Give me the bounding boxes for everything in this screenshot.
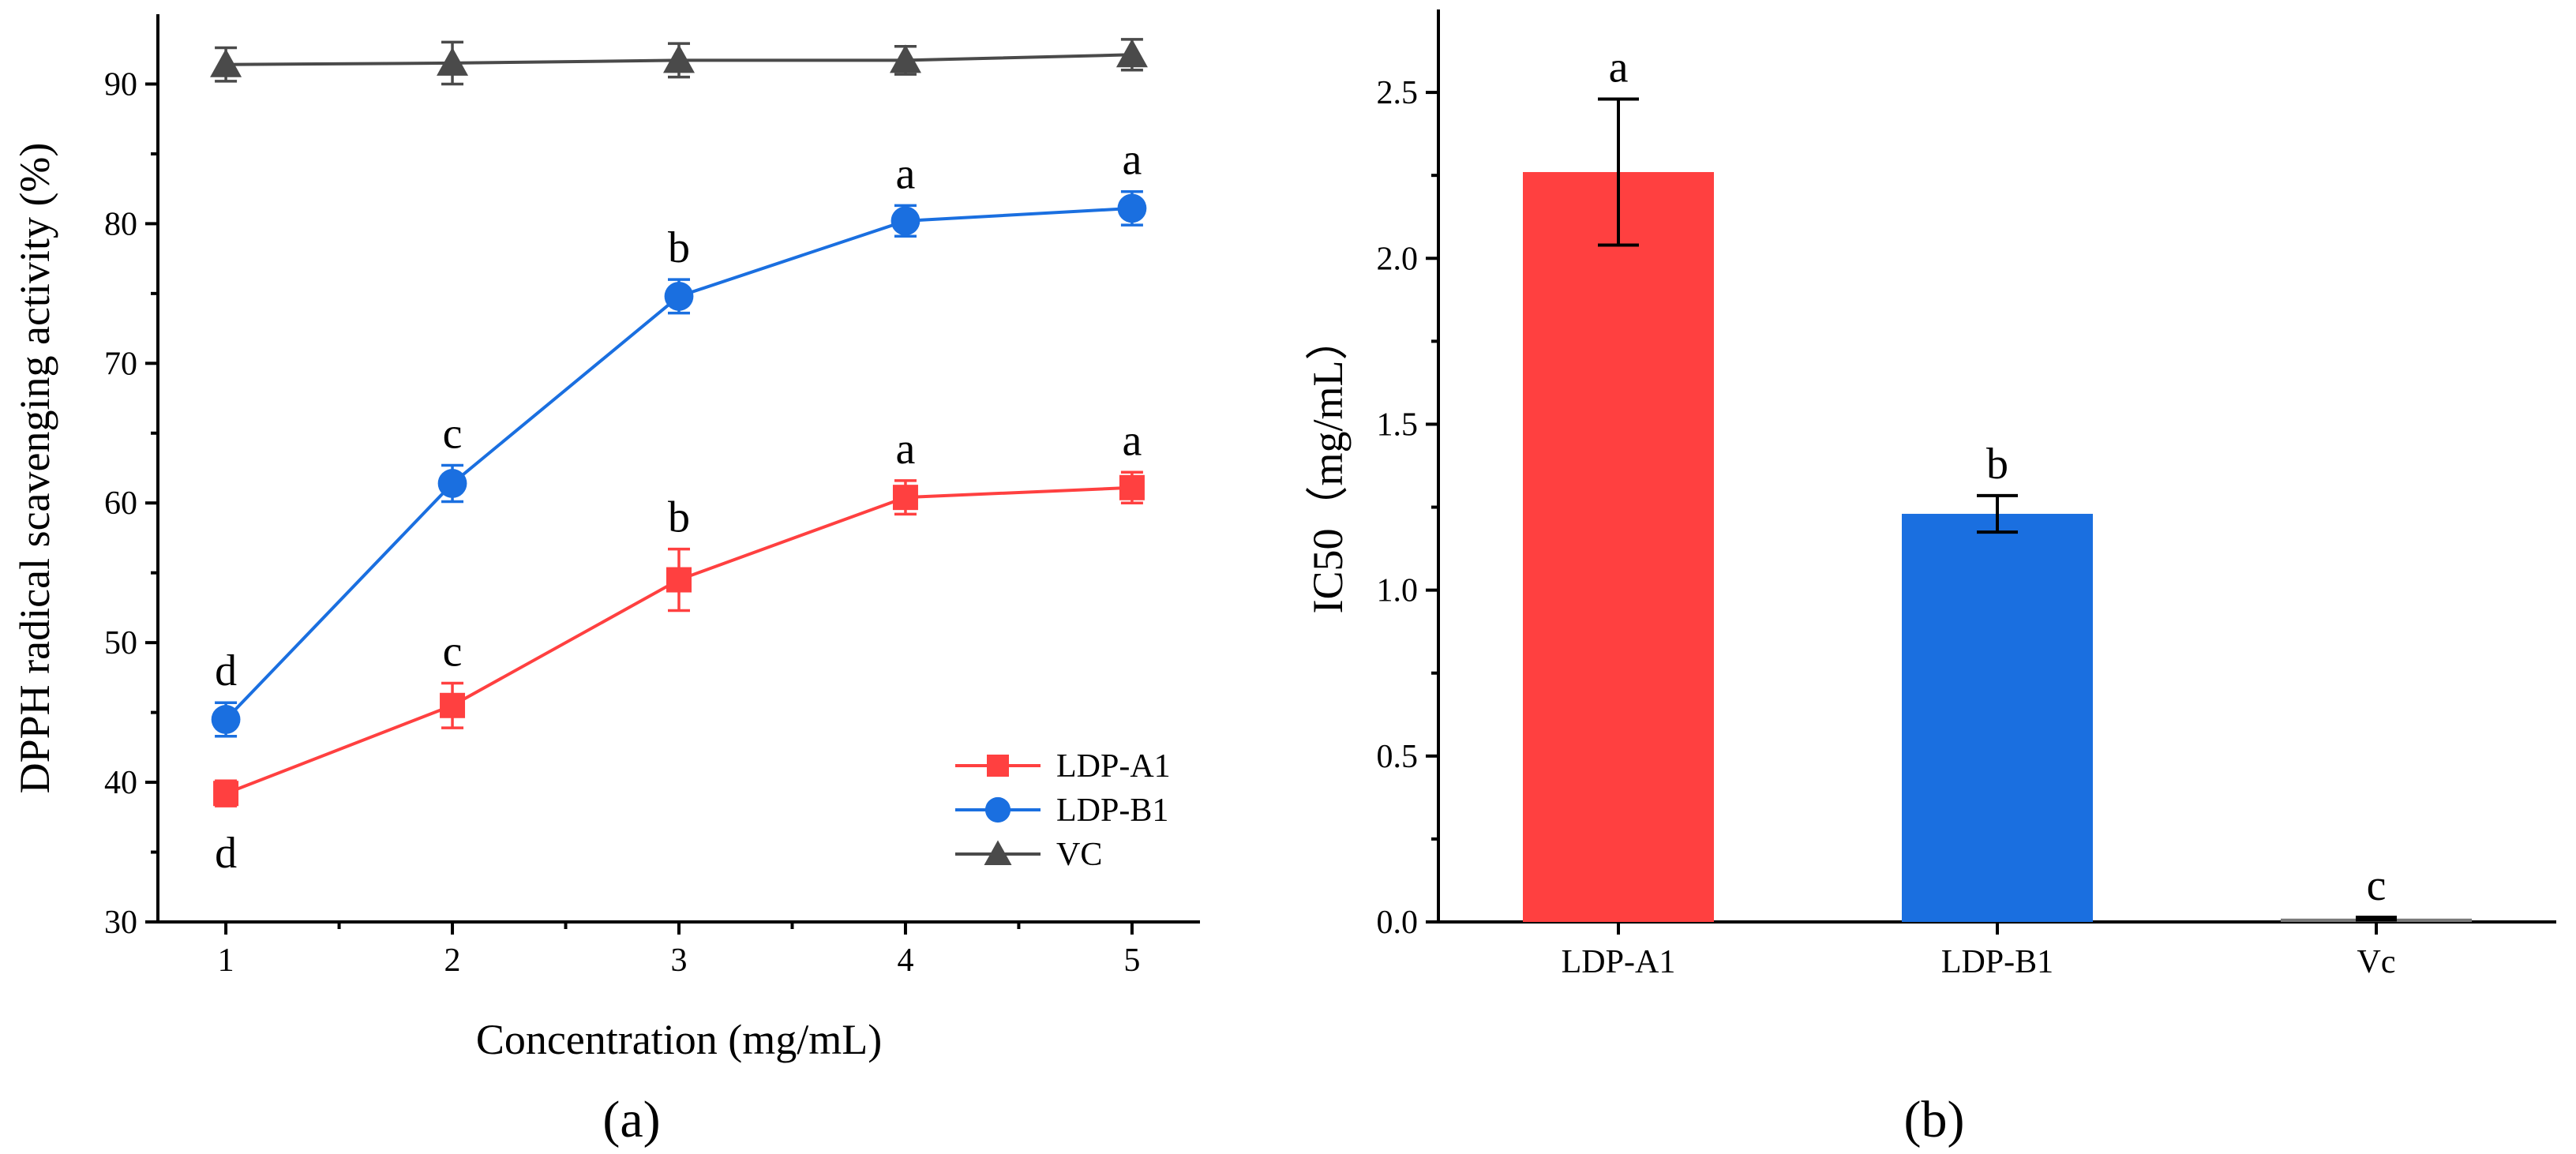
significance-letter: b bbox=[1986, 440, 2008, 489]
significance-letter: b bbox=[668, 223, 690, 272]
series-ldp-a1 bbox=[213, 470, 1145, 807]
y-tick-label: 40 bbox=[104, 765, 137, 801]
y-tick-label: 2.0 bbox=[1377, 241, 1419, 277]
data-point bbox=[891, 206, 921, 236]
bar-vc bbox=[2281, 916, 2472, 922]
data-point bbox=[1119, 474, 1145, 500]
data-point bbox=[663, 44, 695, 73]
data-point bbox=[892, 485, 918, 511]
legend-label: VC bbox=[1056, 837, 1102, 873]
data-point bbox=[889, 44, 921, 73]
bar-chart-bars bbox=[1523, 97, 2472, 923]
significance-letter: d bbox=[215, 829, 237, 878]
data-point bbox=[1117, 193, 1147, 223]
series-ldp-b1 bbox=[211, 189, 1147, 738]
bar-chart-letters: a b c bbox=[1609, 43, 2387, 910]
y-tick-label: 30 bbox=[104, 905, 137, 941]
data-point bbox=[666, 567, 692, 593]
line-chart-ticks: 30 40 50 60 70 80 90 1 2 3 4 5 bbox=[104, 66, 1140, 979]
y-tick-label: 0.5 bbox=[1377, 739, 1419, 775]
panel-b-label: (b) bbox=[1904, 1091, 1965, 1148]
legend-item-vc: VC bbox=[955, 837, 1102, 873]
y-tick-label: 70 bbox=[104, 346, 137, 382]
legend-item-ldp-a1: LDP-A1 bbox=[955, 748, 1171, 785]
line-chart-x-axis-title: Concentration (mg/mL) bbox=[476, 1016, 882, 1063]
x-tick-label: 4 bbox=[897, 942, 913, 979]
significance-letter: c bbox=[443, 409, 463, 458]
x-tick-label: 1 bbox=[218, 942, 234, 979]
bar-ldp-a1 bbox=[1523, 97, 1714, 923]
bar bbox=[1902, 513, 2093, 922]
y-tick-label: 90 bbox=[104, 66, 137, 103]
significance-letter: a bbox=[1609, 43, 1629, 92]
data-point bbox=[210, 48, 242, 77]
data-point bbox=[211, 705, 241, 734]
data-point bbox=[437, 47, 469, 76]
line-chart-letters: d c b a a d c b a a bbox=[215, 136, 1142, 878]
significance-letter: c bbox=[443, 627, 463, 676]
legend-item-ldp-b1: LDP-B1 bbox=[955, 792, 1168, 829]
legend-marker bbox=[987, 755, 1009, 777]
x-tick-label: 3 bbox=[671, 942, 688, 979]
y-tick-label: 2.5 bbox=[1377, 75, 1419, 111]
significance-letter: a bbox=[896, 149, 916, 198]
legend-marker bbox=[984, 840, 1012, 865]
panel-a-label: (a) bbox=[602, 1091, 660, 1148]
line-chart-legend: LDP-A1 LDP-B1 VC bbox=[955, 748, 1171, 873]
bar-chart-ticks: 0.0 0.5 1.0 1.5 2.0 2.5 LDP-A1 LDP-B1 Vc bbox=[1377, 75, 2396, 980]
line-chart-y-axis-title: DPPH radical scavenging activity (%) bbox=[11, 143, 58, 794]
x-tick-label: 5 bbox=[1123, 942, 1140, 979]
legend-marker bbox=[984, 796, 1011, 823]
series-vc bbox=[210, 38, 1148, 86]
y-tick-label: 50 bbox=[104, 625, 137, 661]
significance-letter: a bbox=[896, 425, 916, 474]
x-tick-label: LDP-B1 bbox=[1941, 944, 2053, 980]
data-point bbox=[1116, 39, 1148, 68]
legend-label: LDP-B1 bbox=[1056, 792, 1168, 829]
x-tick-label: Vc bbox=[2357, 944, 2396, 980]
legend-label: LDP-A1 bbox=[1056, 748, 1171, 785]
x-tick-label: LDP-A1 bbox=[1562, 944, 1676, 980]
data-point bbox=[440, 692, 466, 718]
data-point bbox=[213, 781, 239, 807]
bar bbox=[1523, 171, 1714, 923]
significance-letter: a bbox=[1122, 136, 1142, 185]
y-tick-label: 1.5 bbox=[1377, 407, 1419, 443]
x-tick-label: 2 bbox=[444, 942, 461, 979]
bar-ldp-b1 bbox=[1902, 493, 2093, 922]
bar-chart-y-axis-title: IC50（mg/mL） bbox=[1304, 318, 1352, 614]
bar-chart-panel: 0.0 0.5 1.0 1.5 2.0 2.5 LDP-A1 LDP-B1 Vc a b c IC5… bbox=[1304, 9, 2556, 1148]
y-tick-label: 80 bbox=[104, 206, 137, 242]
line-chart-axes bbox=[156, 14, 1200, 924]
significance-letter: b bbox=[668, 493, 690, 542]
data-point bbox=[664, 281, 694, 311]
y-tick-label: 60 bbox=[104, 485, 137, 522]
significance-letter: c bbox=[2367, 861, 2387, 910]
y-tick-label: 0.0 bbox=[1377, 905, 1419, 941]
line-chart-series bbox=[210, 38, 1148, 807]
data-point bbox=[437, 469, 467, 498]
significance-letter: a bbox=[1122, 416, 1142, 465]
significance-letter: d bbox=[215, 646, 237, 695]
y-tick-label: 1.0 bbox=[1377, 573, 1419, 609]
